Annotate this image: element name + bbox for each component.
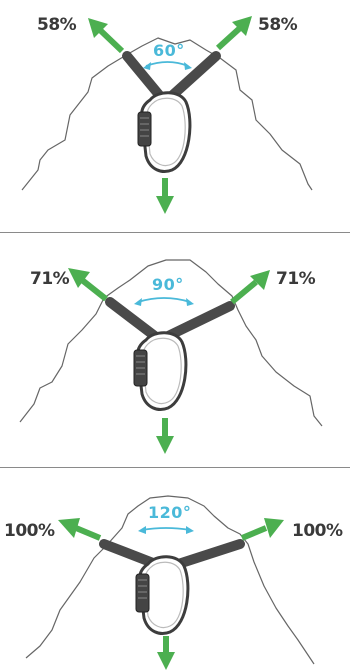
rock-outline bbox=[25, 495, 315, 665]
down-load-arrow bbox=[156, 418, 174, 454]
panel-illustration: 71% 71% 90° bbox=[19, 259, 323, 454]
diagram-panel-120: 100% 100% 120° bbox=[0, 440, 350, 670]
rock-outline bbox=[19, 259, 323, 427]
angle-label: 120° bbox=[148, 503, 191, 522]
panel-divider bbox=[0, 232, 350, 233]
left-load-arrow bbox=[68, 268, 108, 302]
right-load-arrow bbox=[215, 16, 252, 51]
down-load-arrow bbox=[156, 178, 174, 214]
angle-label: 60° bbox=[153, 41, 185, 60]
left-load-label: 100% bbox=[4, 521, 55, 541]
panel-divider bbox=[0, 467, 350, 468]
carabiner-icon bbox=[133, 331, 188, 411]
panel-illustration: 58% 58% 60° bbox=[21, 15, 313, 214]
carabiner-icon bbox=[135, 555, 190, 635]
left-load-label: 58% bbox=[37, 15, 77, 35]
angle-arc bbox=[134, 297, 194, 306]
rock-outline bbox=[21, 37, 313, 191]
right-load-arrow bbox=[230, 270, 270, 305]
left-load-arrow bbox=[88, 18, 125, 54]
left-load-arrow bbox=[58, 518, 102, 541]
right-load-label: 58% bbox=[258, 15, 298, 35]
diagram-panel-60: 58% 58% 60° bbox=[0, 0, 350, 230]
panel-illustration: 100% 100% 120° bbox=[4, 495, 343, 670]
right-load-arrow bbox=[240, 518, 284, 541]
carabiner-icon bbox=[137, 91, 192, 173]
angle-arc bbox=[143, 61, 192, 70]
right-load-label: 100% bbox=[292, 521, 343, 541]
angle-label: 90° bbox=[152, 275, 184, 294]
right-load-label: 71% bbox=[276, 269, 316, 289]
down-load-arrow bbox=[157, 636, 175, 670]
angle-arc bbox=[138, 526, 194, 534]
left-load-label: 71% bbox=[30, 269, 70, 289]
diagram-panel-90: 71% 71% 90° bbox=[0, 236, 350, 466]
